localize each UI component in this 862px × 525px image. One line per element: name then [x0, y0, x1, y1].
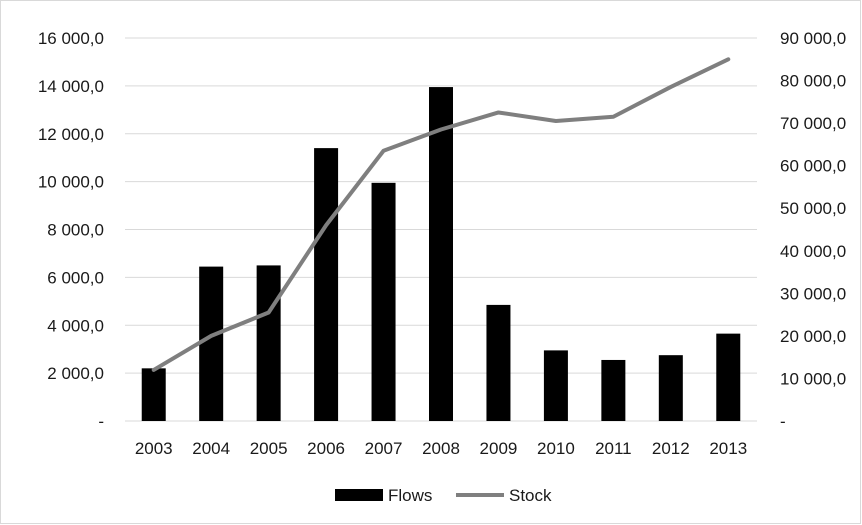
right-axis-tick-label: 20 000,0: [780, 327, 846, 346]
flows-bar: [141, 368, 166, 421]
right-axis-tick-label: -: [780, 412, 786, 431]
left-axis-tick-label: 16 000,0: [38, 29, 104, 48]
x-axis-tick-label: 2008: [422, 439, 460, 458]
legend-stock-label: Stock: [509, 486, 552, 505]
left-axis-tick-label: 6 000,0: [47, 268, 104, 287]
right-axis-labels: - 10 000,0 20 000,0 30 000,0 40 000,0 50 000,…: [780, 29, 846, 431]
x-axis-tick-label: 2010: [537, 439, 575, 458]
flows-bar: [256, 265, 281, 421]
x-axis-tick-label: 2012: [652, 439, 690, 458]
flows-bar: [429, 87, 453, 422]
flows-bar: [543, 350, 568, 421]
x-axis-tick-label: 2007: [365, 439, 403, 458]
right-axis-tick-label: 60 000,0: [780, 157, 846, 176]
left-axis-tick-label: 14 000,0: [38, 77, 104, 96]
right-axis-tick-label: 90 000,0: [780, 29, 846, 48]
x-axis-tick-label: 2003: [135, 439, 173, 458]
flows-bar: [601, 359, 626, 421]
x-axis-tick-label: 2011: [595, 439, 632, 458]
left-axis-tick-label: 2 000,0: [47, 364, 104, 383]
x-axis-tick-label: 2004: [192, 439, 230, 458]
right-axis-tick-label: 30 000,0: [780, 284, 846, 303]
right-axis-tick-label: 70 000,0: [780, 114, 846, 133]
legend-flows-label: Flows: [388, 486, 432, 505]
flows-bar: [371, 182, 396, 421]
flows-bar: [658, 355, 683, 421]
right-axis-tick-label: 50 000,0: [780, 199, 846, 218]
left-axis-tick-label: 8 000,0: [47, 221, 104, 240]
x-axis-tick-label: 2013: [709, 439, 747, 458]
x-axis-tick-label: 2009: [480, 439, 518, 458]
right-axis-tick-label: 80 000,0: [780, 72, 846, 91]
right-axis-tick-label: 40 000,0: [780, 242, 846, 261]
stock-line: [151, 57, 731, 372]
left-axis-tick-label: 4 000,0: [47, 316, 104, 335]
flows-bar: [199, 266, 224, 421]
flows-bar: [486, 304, 511, 421]
right-axis-tick-label: 10 000,0: [780, 369, 846, 388]
flows-bars: [141, 87, 741, 422]
legend-flows-swatch: [335, 489, 383, 501]
x-axis-tick-label: 2005: [250, 439, 288, 458]
x-axis-labels: 2003 2004 2005 2006 2007 2008 2009 2010 2011 2012…: [135, 439, 747, 458]
x-axis-tick-label: 2006: [307, 439, 345, 458]
left-axis-tick-label: -: [98, 412, 104, 431]
left-axis-tick-label: 12 000,0: [38, 125, 104, 144]
legend: Flows Stock: [335, 486, 552, 505]
flows-bar: [314, 148, 339, 422]
left-axis-labels: - 2 000,0 4 000,0 6 000,0 8 000,0 10 000,0 12 …: [38, 29, 104, 431]
left-axis-tick-label: 10 000,0: [38, 173, 104, 192]
flows-bar: [716, 333, 741, 421]
